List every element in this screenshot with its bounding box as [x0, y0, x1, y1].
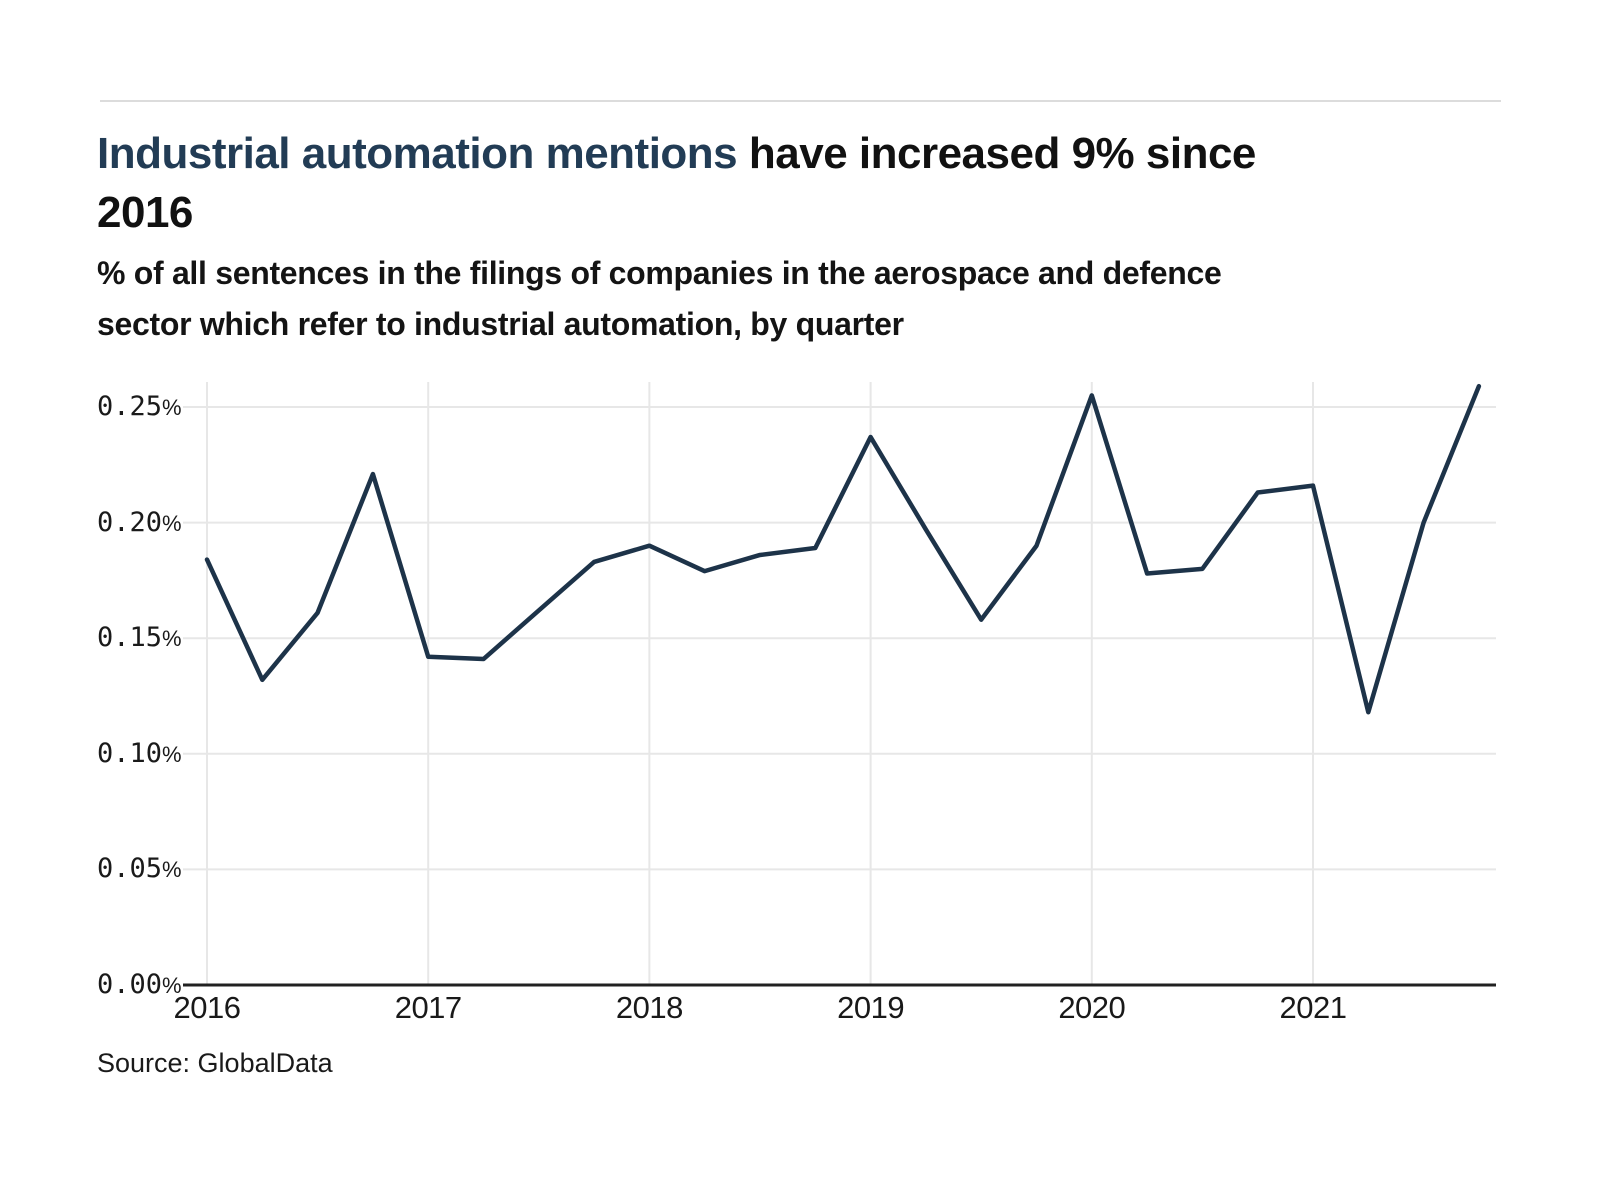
x-axis-tick-label: 2019	[837, 990, 905, 1025]
x-axis-tick-label: 2016	[173, 990, 241, 1025]
title-line2: 2016	[97, 188, 193, 237]
title-line1: Industrial automation mentions have incr…	[97, 124, 1477, 183]
y-axis-tick-label: 0.10%	[97, 738, 182, 770]
source-note: Source: GlobalData	[97, 1048, 333, 1078]
subtitle-line2: sector which refer to industrial automat…	[97, 306, 904, 342]
x-axis-tick-label: 2021	[1279, 990, 1347, 1025]
percent-sign: %	[162, 741, 182, 767]
data-line-series	[204, 383, 1482, 715]
x-axis-tick-label: 2020	[1058, 990, 1126, 1025]
y-axis-tick-label: 0.20%	[97, 507, 182, 539]
y-tick-value: 0.10	[97, 737, 163, 769]
y-tick-value: 0.00	[97, 969, 163, 1000]
percent-sign: %	[162, 857, 182, 883]
top-divider	[100, 100, 1501, 102]
title-rest: have increased 9% since	[737, 129, 1257, 178]
y-tick-value: 0.20	[97, 506, 163, 538]
percent-sign: %	[162, 395, 182, 420]
y-tick-value: 0.25	[97, 391, 163, 422]
chart-subtitle: % of all sentences in the filings of com…	[97, 248, 1477, 350]
y-axis-tick-label: 0.15%	[97, 622, 182, 654]
x-axis-tick-label: 2017	[394, 990, 462, 1025]
y-tick-value: 0.15	[97, 622, 163, 654]
y-axis-tick-label: 0.25%	[97, 391, 182, 423]
title-highlight: Industrial automation mentions	[97, 129, 738, 178]
y-axis-tick-label: 0.05%	[97, 853, 182, 885]
percent-sign: %	[162, 973, 182, 998]
x-axis-tick-label: 2018	[615, 990, 683, 1025]
y-axis-tick-label: 0.00%	[97, 969, 182, 1001]
percent-sign: %	[162, 510, 182, 536]
page-title: Industrial automation mentions have incr…	[97, 124, 1477, 242]
subtitle-line1: % of all sentences in the filings of com…	[97, 255, 1222, 291]
y-tick-value: 0.05	[97, 853, 163, 885]
percent-sign: %	[162, 626, 182, 652]
